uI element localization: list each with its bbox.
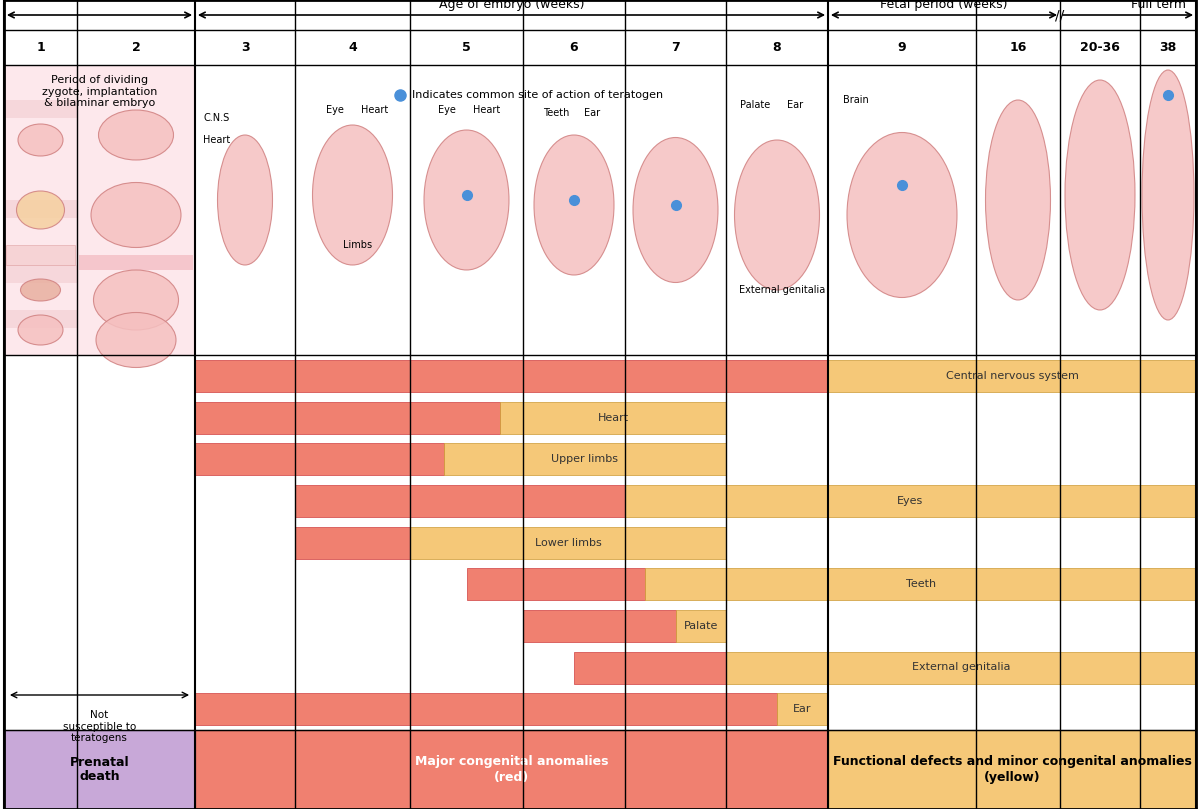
Text: Eyes: Eyes xyxy=(898,496,924,506)
Text: Period of dividing
zygote, implantation
& bilaminar embryo: Period of dividing zygote, implantation … xyxy=(42,75,157,108)
Text: 3: 3 xyxy=(241,41,250,54)
Text: 4: 4 xyxy=(348,41,356,54)
Bar xyxy=(194,360,828,392)
Text: Not
susceptible to
teratogens: Not susceptible to teratogens xyxy=(62,710,136,743)
Ellipse shape xyxy=(734,140,820,290)
Text: Teeth: Teeth xyxy=(542,108,569,118)
Ellipse shape xyxy=(847,133,958,298)
Text: 20-36: 20-36 xyxy=(1080,41,1120,54)
Bar xyxy=(410,527,726,558)
Text: Palate: Palate xyxy=(740,100,770,110)
Bar xyxy=(194,401,500,434)
Text: Major congenital anomalies
(red): Major congenital anomalies (red) xyxy=(415,756,608,783)
Text: Limbs: Limbs xyxy=(343,240,372,250)
Bar xyxy=(500,401,726,434)
Bar xyxy=(295,527,410,558)
Text: Heart: Heart xyxy=(361,105,388,115)
Ellipse shape xyxy=(91,183,181,248)
Text: 8: 8 xyxy=(773,41,781,54)
Bar xyxy=(676,610,726,642)
Bar xyxy=(625,485,1196,517)
Text: Age of embryo (weeks): Age of embryo (weeks) xyxy=(439,0,584,11)
Bar xyxy=(4,310,77,328)
Bar xyxy=(726,651,1196,684)
Text: Eye: Eye xyxy=(438,105,456,115)
Bar xyxy=(4,65,194,355)
Bar xyxy=(295,485,625,517)
Text: Ear: Ear xyxy=(584,108,600,118)
Text: Ear: Ear xyxy=(787,100,803,110)
Text: Ear: Ear xyxy=(793,704,811,714)
Text: Prenatal
death: Prenatal death xyxy=(70,756,130,783)
Text: Teeth: Teeth xyxy=(906,579,936,589)
Bar xyxy=(467,568,646,600)
Bar xyxy=(828,730,1196,809)
Ellipse shape xyxy=(985,100,1050,300)
Bar xyxy=(79,255,193,270)
Ellipse shape xyxy=(94,270,179,330)
Ellipse shape xyxy=(1142,70,1194,320)
Text: Heart: Heart xyxy=(203,135,230,145)
Bar xyxy=(4,200,77,218)
Text: //: // xyxy=(1055,8,1064,22)
Text: 6: 6 xyxy=(570,41,578,54)
Bar xyxy=(574,651,726,684)
Text: 5: 5 xyxy=(462,41,470,54)
Text: Upper limbs: Upper limbs xyxy=(552,454,618,464)
Text: Central nervous system: Central nervous system xyxy=(946,371,1079,381)
Bar xyxy=(646,568,1196,600)
Text: Eye: Eye xyxy=(325,105,343,115)
Ellipse shape xyxy=(20,279,60,301)
Text: 2: 2 xyxy=(132,41,140,54)
Text: C.N.S: C.N.S xyxy=(203,113,229,123)
Text: 16: 16 xyxy=(1009,41,1027,54)
Bar xyxy=(444,443,726,475)
Ellipse shape xyxy=(424,130,509,270)
Text: Lower limbs: Lower limbs xyxy=(535,537,601,548)
Ellipse shape xyxy=(634,138,718,282)
Text: Heart: Heart xyxy=(473,105,500,115)
Bar xyxy=(194,730,828,809)
Ellipse shape xyxy=(1066,80,1135,310)
Ellipse shape xyxy=(18,124,64,156)
Text: Indicates common site of action of teratogen: Indicates common site of action of terat… xyxy=(412,90,664,100)
Bar xyxy=(6,245,74,265)
Bar xyxy=(194,693,778,725)
Ellipse shape xyxy=(96,312,176,367)
Bar xyxy=(4,730,194,809)
Text: 9: 9 xyxy=(898,41,906,54)
Bar xyxy=(523,610,676,642)
Text: External genitalia: External genitalia xyxy=(739,285,826,295)
Text: Fetal period (weeks): Fetal period (weeks) xyxy=(881,0,1008,11)
Bar xyxy=(828,360,1196,392)
Text: Functional defects and minor congenital anomalies
(yellow): Functional defects and minor congenital … xyxy=(833,756,1192,783)
Ellipse shape xyxy=(217,135,272,265)
Text: 7: 7 xyxy=(671,41,680,54)
Bar xyxy=(778,693,828,725)
Bar xyxy=(194,443,444,475)
Text: Heart: Heart xyxy=(598,413,629,422)
Ellipse shape xyxy=(18,315,64,345)
Text: 38: 38 xyxy=(1159,41,1177,54)
Text: 1: 1 xyxy=(36,41,44,54)
Ellipse shape xyxy=(98,110,174,160)
Text: Full term: Full term xyxy=(1132,0,1186,11)
Text: External genitalia: External genitalia xyxy=(912,663,1010,672)
Text: Brain: Brain xyxy=(842,95,869,105)
Ellipse shape xyxy=(17,191,65,229)
Ellipse shape xyxy=(312,125,392,265)
Bar xyxy=(4,100,77,118)
Text: Palate: Palate xyxy=(684,621,718,631)
Ellipse shape xyxy=(534,135,614,275)
Bar xyxy=(4,265,77,283)
